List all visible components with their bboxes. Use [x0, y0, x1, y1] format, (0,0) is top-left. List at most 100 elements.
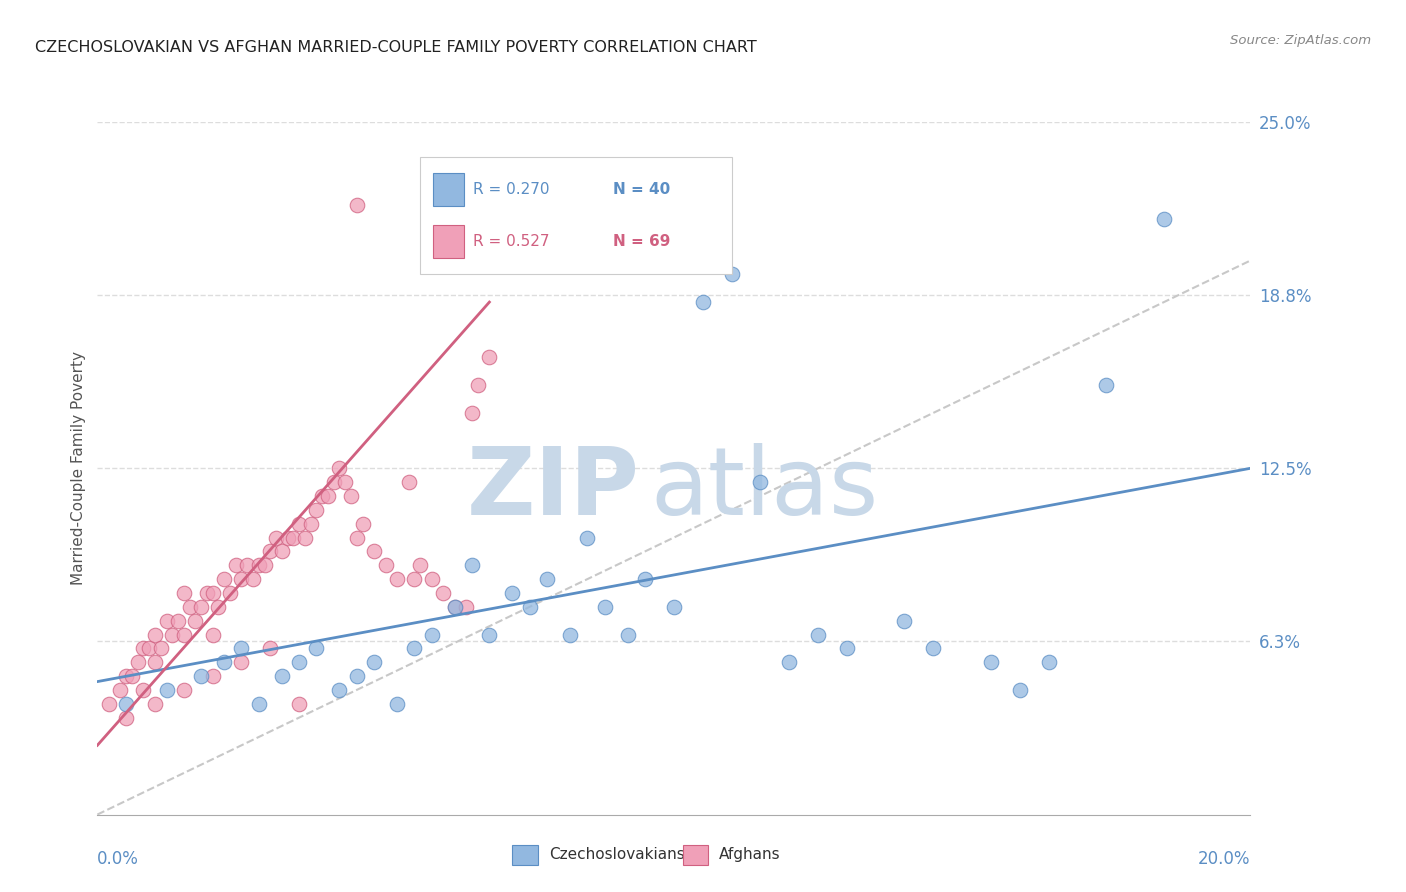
Point [340, 489, 363, 503]
Point [219, 586, 242, 600]
Point [593, 599, 616, 614]
Point [720, 268, 742, 282]
Point [190, 669, 212, 683]
Point [576, 531, 599, 545]
Point [363, 655, 385, 669]
Point [143, 697, 166, 711]
Point [749, 475, 772, 490]
Text: ZIP: ZIP [467, 443, 640, 535]
Point [149, 641, 172, 656]
Text: Source: ZipAtlas.com: Source: ZipAtlas.com [1230, 34, 1371, 47]
Point [305, 641, 328, 656]
Point [385, 572, 408, 586]
Point [288, 516, 311, 531]
Point [363, 544, 385, 558]
Text: 0.0%: 0.0% [97, 850, 139, 868]
Point [311, 489, 333, 503]
Point [253, 558, 276, 573]
Text: N = 40: N = 40 [613, 182, 671, 197]
Point [1095, 378, 1118, 392]
Point [115, 669, 138, 683]
Point [127, 655, 149, 669]
Point [322, 475, 344, 490]
Point [173, 682, 195, 697]
Point [277, 531, 299, 545]
Point [201, 586, 224, 600]
Point [247, 558, 270, 573]
Point [288, 697, 311, 711]
Point [352, 516, 374, 531]
Y-axis label: Married-Couple Family Poverty: Married-Couple Family Poverty [72, 351, 86, 585]
Point [404, 572, 426, 586]
Point [461, 406, 484, 420]
Point [97, 697, 120, 711]
Point [305, 503, 328, 517]
Point [173, 627, 195, 641]
Point [201, 627, 224, 641]
Point [1153, 212, 1175, 227]
Point [270, 669, 292, 683]
Point [132, 682, 155, 697]
Text: Czechoslovakians: Czechoslovakians [548, 847, 685, 863]
Point [179, 599, 201, 614]
Point [316, 489, 339, 503]
Point [443, 599, 465, 614]
Point [346, 669, 368, 683]
Point [143, 655, 166, 669]
Point [778, 655, 800, 669]
Point [201, 669, 224, 683]
Point [247, 697, 270, 711]
Point [922, 641, 945, 656]
Point [456, 599, 478, 614]
Point [807, 627, 830, 641]
Point [478, 351, 501, 365]
Point [173, 586, 195, 600]
Point [212, 572, 235, 586]
Point [409, 558, 432, 573]
Point [225, 558, 247, 573]
Point [288, 655, 311, 669]
Text: R = 0.270: R = 0.270 [474, 182, 550, 197]
Point [294, 531, 316, 545]
Point [1008, 682, 1031, 697]
Point [404, 641, 426, 656]
Point [328, 682, 350, 697]
Point [110, 682, 132, 697]
Point [634, 572, 657, 586]
Point [501, 586, 523, 600]
Text: CZECHOSLOVAKIAN VS AFGHAN MARRIED-COUPLE FAMILY POVERTY CORRELATION CHART: CZECHOSLOVAKIAN VS AFGHAN MARRIED-COUPLE… [35, 40, 756, 55]
Point [155, 614, 177, 628]
Point [328, 461, 350, 475]
Text: 20.0%: 20.0% [1198, 850, 1250, 868]
Point [132, 641, 155, 656]
Text: R = 0.527: R = 0.527 [474, 234, 550, 249]
Point [616, 627, 638, 641]
Point [536, 572, 558, 586]
Point [519, 599, 541, 614]
Point [259, 641, 281, 656]
Point [420, 572, 443, 586]
Point [1038, 655, 1060, 669]
Point [432, 586, 454, 600]
Point [467, 378, 489, 392]
Point [155, 682, 177, 697]
Point [335, 475, 357, 490]
Point [184, 614, 207, 628]
Point [346, 531, 368, 545]
Point [346, 198, 368, 212]
Point [461, 558, 484, 573]
Point [162, 627, 184, 641]
Point [231, 572, 253, 586]
Point [242, 572, 264, 586]
Point [212, 655, 235, 669]
Point [115, 697, 138, 711]
Text: Afghans: Afghans [718, 847, 780, 863]
Point [835, 641, 858, 656]
Point [558, 627, 581, 641]
Point [270, 544, 292, 558]
Point [207, 599, 229, 614]
Point [264, 531, 287, 545]
Point [385, 697, 408, 711]
Point [398, 475, 420, 490]
Point [478, 627, 501, 641]
